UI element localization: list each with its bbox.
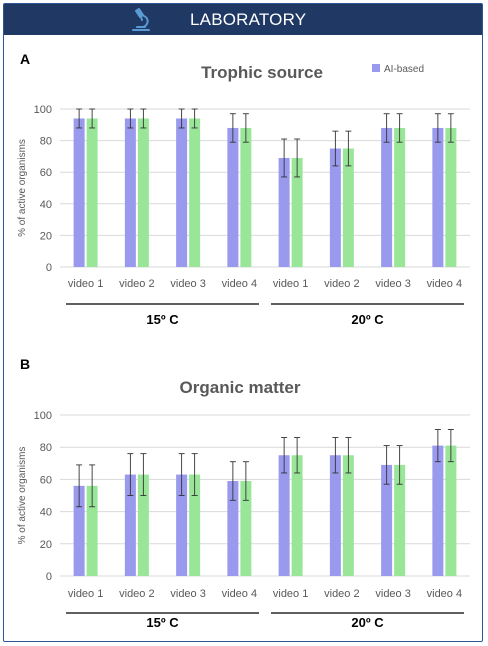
x-tick-label: video 1 [273,588,308,600]
x-tick-label: video 1 [273,278,308,290]
y-tick-label: 100 [34,104,52,116]
y-tick-label: 20 [40,539,52,551]
y-tick-label: 60 [40,167,52,179]
y-tick-label: 0 [46,571,52,583]
x-tick-label: video 1 [68,588,103,600]
bar [394,464,406,576]
y-tick-label: 0 [46,262,52,274]
bar [291,157,303,267]
x-tick-label: video 2 [324,588,359,600]
header-title: LABORATORY [190,10,307,29]
bar [73,485,85,576]
header-bar: LABORATORY [4,4,482,35]
bar [137,118,149,267]
bar [86,485,98,576]
y-axis-label: % of active organisms [17,447,28,545]
bar [189,118,201,267]
y-tick-label: 20 [40,230,52,242]
x-tick-label: video 4 [427,278,462,290]
bar [342,148,354,267]
x-tick-label: video 2 [119,278,154,290]
group-label: 15º C [146,312,179,327]
bar [329,455,341,576]
x-tick-label: video 4 [427,588,462,600]
x-tick-label: video 2 [119,588,154,600]
group-label: 20º C [351,312,384,327]
bar [432,127,444,268]
x-tick-label: video 3 [170,278,205,290]
bar [381,127,393,268]
bar [189,474,201,576]
microscope-icon [132,8,150,31]
bar [291,455,303,576]
bar [227,127,239,268]
x-tick-label: video 4 [222,278,257,290]
x-tick-label: video 3 [375,588,410,600]
bar [278,157,290,267]
x-tick-label: video 2 [324,278,359,290]
bar [445,127,457,268]
y-axis-label: % of active organisms [17,139,28,237]
x-tick-label: video 3 [375,278,410,290]
bar [240,481,252,576]
bar [86,118,98,267]
bar [124,118,136,267]
bar [176,118,188,267]
x-tick-label: video 1 [68,278,103,290]
bar [73,118,85,267]
bar [342,455,354,576]
y-tick-label: 80 [40,442,52,454]
group-label: 20º C [351,615,384,630]
bar [394,127,406,268]
x-tick-label: video 3 [170,588,205,600]
bar [445,445,457,576]
x-tick-label: video 4 [222,588,257,600]
bar [240,127,252,268]
chart-title: Trophic source [201,63,323,82]
y-tick-label: 100 [34,410,52,422]
bar [329,148,341,267]
y-tick-label: 60 [40,474,52,486]
bar [137,474,149,576]
group-label: 15º C [146,615,179,630]
bar [176,474,188,576]
legend-label: AI-based [384,64,424,75]
y-tick-label: 40 [40,199,52,211]
y-tick-label: 40 [40,507,52,519]
y-tick-label: 80 [40,136,52,148]
bar [278,455,290,576]
bar [124,474,136,576]
legend-swatch [372,64,380,72]
panel-label: A [20,51,30,67]
bar [432,445,444,576]
panel-label: B [20,356,30,372]
bar [381,464,393,576]
bar [227,481,239,576]
chart-title: Organic matter [180,378,301,397]
